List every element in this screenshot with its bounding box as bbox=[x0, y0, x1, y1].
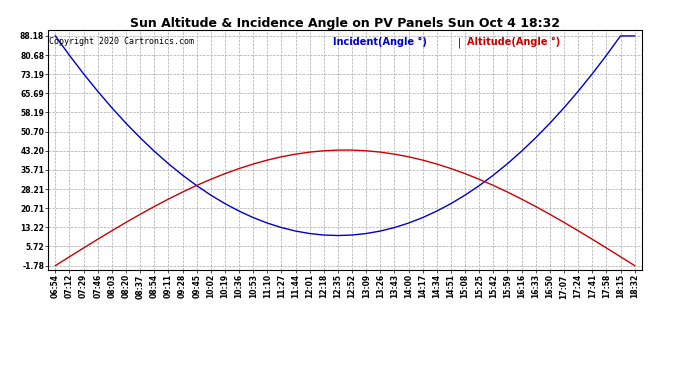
Text: Incident(Angle °): Incident(Angle °) bbox=[333, 37, 427, 47]
Text: Altitude(Angle °): Altitude(Angle °) bbox=[466, 37, 560, 47]
Title: Sun Altitude & Incidence Angle on PV Panels Sun Oct 4 18:32: Sun Altitude & Incidence Angle on PV Pan… bbox=[130, 17, 560, 30]
Text: |: | bbox=[457, 37, 461, 48]
Text: Copyright 2020 Cartronics.com: Copyright 2020 Cartronics.com bbox=[50, 37, 195, 46]
